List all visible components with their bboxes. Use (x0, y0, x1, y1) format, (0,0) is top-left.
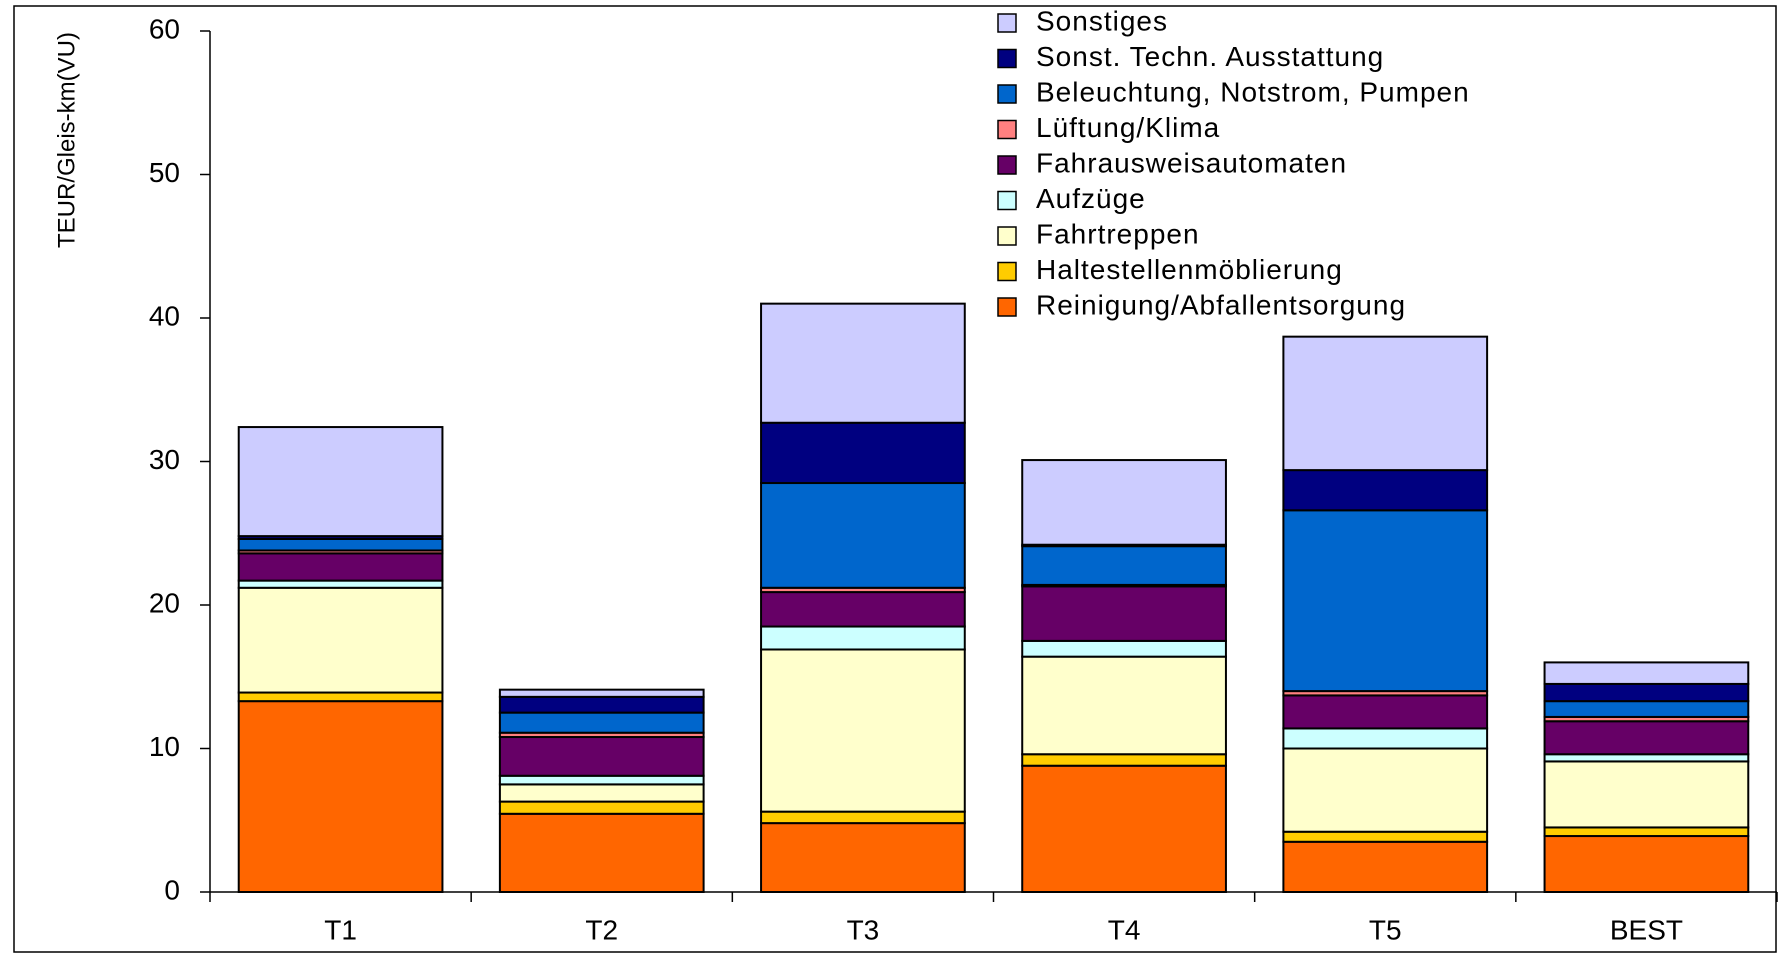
bar-segment (1282, 747, 1489, 833)
bar-segment (1543, 661, 1750, 685)
bar-segment (1543, 760, 1750, 829)
bar-segment (1021, 655, 1227, 756)
bar-segment (237, 691, 444, 703)
bar-segment (498, 774, 705, 786)
bar-segment (237, 426, 444, 538)
legend-label: Sonstiges (1036, 5, 1168, 36)
bar-segment (760, 648, 966, 813)
y-tick-label: 60 (149, 13, 180, 44)
legend-swatch (997, 190, 1017, 211)
bar-segment (498, 711, 705, 734)
chart-frame (13, 5, 1777, 953)
bar-segment (760, 591, 966, 628)
x-tick-label: T4 (1108, 914, 1141, 945)
x-tick-label: BEST (1610, 914, 1683, 945)
bar-segment (237, 552, 444, 582)
bar-segment (1021, 764, 1227, 893)
bar-segment (237, 586, 444, 694)
bar-segment (237, 579, 444, 589)
bar-segment (1543, 682, 1750, 703)
legend-label: Haltestellenmöblierung (1036, 254, 1343, 285)
bar-segment (1543, 826, 1750, 838)
bar-segment (760, 482, 966, 589)
y-axis-label: TEUR/Gleis-km(VU) (53, 32, 80, 248)
bar-segment (237, 700, 444, 894)
bar-segment (1543, 753, 1750, 763)
bar-segment (498, 695, 705, 714)
bar-segment (1282, 694, 1489, 730)
legend-label: Sonst. Techn. Ausstattung (1036, 41, 1384, 72)
bar-segment (760, 810, 966, 825)
bar-segment (498, 812, 705, 893)
bar-segment (237, 537, 444, 552)
bar-segment (1282, 469, 1489, 512)
bar-segment (498, 688, 705, 698)
bar-segment (1282, 830, 1489, 843)
bar-segment (1543, 720, 1750, 756)
bar-segment (498, 736, 705, 777)
bar-segment (760, 625, 966, 651)
legend-swatch (997, 155, 1017, 175)
bar-segment (498, 783, 705, 803)
x-tick-label: T5 (1369, 914, 1402, 945)
y-tick-label: 20 (149, 587, 180, 618)
legend-swatch (997, 119, 1017, 140)
y-tick-label: 50 (149, 157, 180, 188)
x-tick-label: T2 (585, 914, 618, 945)
bar-segment (1021, 459, 1227, 546)
bar-segment (1021, 585, 1227, 642)
legend-swatch (997, 297, 1017, 317)
bar-segment (760, 302, 966, 424)
legend-label: Reinigung/Abfallentsorgung (1036, 289, 1406, 320)
bar-segment (1282, 509, 1489, 693)
bar-segment (760, 822, 966, 893)
y-tick-label: 0 (164, 874, 180, 905)
legend-label: Beleuchtung, Notstrom, Pumpen (1036, 76, 1470, 107)
bar-segment (1543, 700, 1750, 718)
legend-swatch (997, 48, 1017, 69)
bar-segment (498, 800, 705, 815)
legend-label: Fahrtreppen (1036, 218, 1200, 249)
bar-segment (1282, 840, 1489, 894)
legend-label: Lüftung/Klima (1036, 112, 1220, 143)
legend-label: Fahrausweisautomaten (1036, 147, 1347, 178)
bar-segment (1021, 639, 1227, 658)
bar-segment (1282, 727, 1489, 750)
y-tick-label: 10 (149, 731, 180, 762)
bar-segment (1021, 753, 1227, 767)
legend-swatch (997, 261, 1017, 282)
y-tick-label: 30 (149, 444, 180, 475)
x-tick-label: T3 (847, 914, 880, 945)
bar-segment (760, 421, 966, 485)
bar-segment (1021, 545, 1227, 586)
legend-swatch (997, 13, 1017, 33)
bar-segment (1543, 835, 1750, 893)
legend-swatch (997, 84, 1017, 104)
legend-label: Aufzüge (1036, 183, 1146, 214)
y-tick-label: 40 (149, 300, 180, 331)
bar-segment (1282, 335, 1489, 472)
legend-swatch (997, 226, 1017, 246)
x-tick-label: T1 (324, 914, 357, 945)
